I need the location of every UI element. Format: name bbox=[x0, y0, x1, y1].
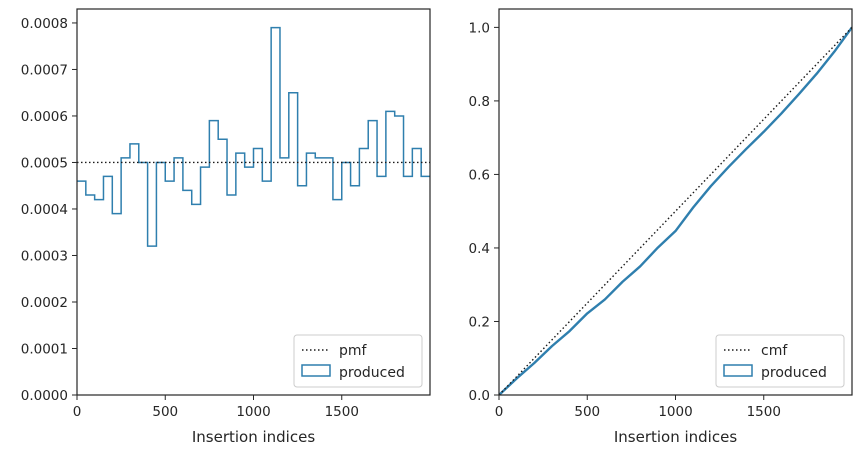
chart-0-legend: pmf produced bbox=[293, 334, 423, 388]
chart-0-ytick-label: 0.0007 bbox=[21, 62, 68, 78]
chart-1-xtick-label: 1000 bbox=[658, 404, 692, 420]
chart-0-xtick-label: 1500 bbox=[325, 404, 359, 420]
chart-1-ytick-label: 1.0 bbox=[469, 20, 490, 36]
chart-0-series-produced bbox=[77, 26, 430, 247]
chart-0-ytick-label: 0.0002 bbox=[21, 295, 68, 311]
chart-0-ytick-label: 0.0001 bbox=[21, 341, 68, 357]
chart-0-ytick-label: 0.0004 bbox=[21, 202, 68, 218]
chart-1-ytick-label: 0.6 bbox=[469, 167, 490, 183]
chart-1-plot-area bbox=[499, 26, 852, 395]
chart-1-legend-produced-label: produced bbox=[761, 365, 827, 381]
chart-1-ytick-label: 0.4 bbox=[469, 241, 490, 257]
chart-1-series-produced bbox=[499, 26, 852, 395]
chart-1-ytick-label: 0.2 bbox=[469, 314, 490, 330]
chart-0-xtick-label: 1000 bbox=[236, 404, 270, 420]
chart-0-ytick-label: 0.0006 bbox=[21, 109, 68, 125]
chart-1-legend: cmf produced bbox=[715, 334, 845, 388]
chart-1-series-cmf bbox=[499, 26, 852, 395]
chart-0-legend-box bbox=[293, 334, 423, 388]
chart-0-legend-produced-label: produced bbox=[339, 365, 405, 381]
chart-0-ytick-label: 0.0003 bbox=[21, 248, 68, 264]
chart-1-xtick-label: 1500 bbox=[747, 404, 781, 420]
pmf-histogram-panel: 0 500 1000 1500 0.0000 0.0001 0.0002 0.0003 0.00… bbox=[21, 8, 431, 446]
chart-1-ytick-label: 0.0 bbox=[469, 388, 490, 404]
chart-0-ytick-label: 0.0008 bbox=[21, 16, 68, 32]
chart-0-xtick-label: 0 bbox=[73, 404, 82, 420]
chart-0-ytick-label: 0.0005 bbox=[21, 155, 68, 171]
chart-0-plot-area bbox=[77, 26, 430, 247]
chart-0-xlabel: Insertion indices bbox=[192, 428, 315, 446]
chart-1-xtick-label: 0 bbox=[495, 404, 504, 420]
chart-1-xlabel: Insertion indices bbox=[614, 428, 737, 446]
chart-0-legend-pmf-label: pmf bbox=[339, 343, 368, 359]
chart-1-ytick-label: 0.8 bbox=[469, 94, 490, 110]
chart-0-legend-produced-swatch bbox=[301, 364, 331, 377]
chart-1-legend-cmf-label: cmf bbox=[761, 343, 788, 359]
chart-1-legend-produced-swatch bbox=[723, 364, 753, 377]
chart-1-legend-box bbox=[715, 334, 845, 388]
chart-1-xtick-label: 500 bbox=[574, 404, 600, 420]
chart-0-ytick-label: 0.0000 bbox=[21, 388, 68, 404]
chart-0-xtick-label: 500 bbox=[152, 404, 178, 420]
cmf-panel: 0 500 1000 1500 0.0 0.2 0.4 0.6 0.8 1.0 Insertion … bbox=[469, 8, 853, 446]
